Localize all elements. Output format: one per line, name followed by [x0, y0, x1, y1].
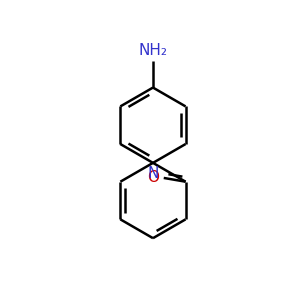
Text: N: N: [147, 166, 159, 181]
Text: O: O: [147, 170, 159, 185]
Text: NH₂: NH₂: [139, 43, 167, 58]
